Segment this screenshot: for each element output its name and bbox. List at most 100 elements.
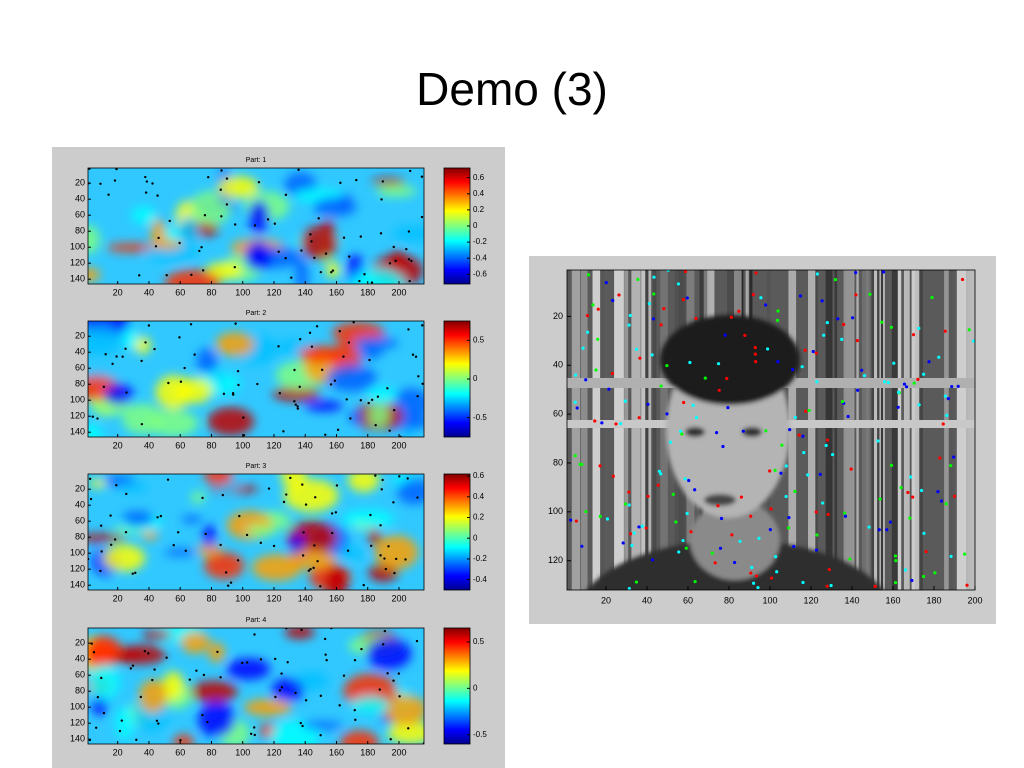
blob (392, 225, 424, 242)
keypoint (154, 245, 158, 248)
feature-point (644, 526, 648, 530)
keypoint (102, 385, 106, 389)
feature-point (883, 380, 887, 384)
keypoint (421, 382, 424, 385)
keypoint (104, 353, 107, 356)
feature-point (855, 338, 859, 343)
keypoint (285, 493, 288, 496)
feature-point (922, 372, 926, 376)
keypoint (392, 679, 395, 682)
keypoint (417, 375, 420, 378)
keypoint (411, 353, 415, 356)
feature-point (749, 571, 753, 575)
feature-point (751, 293, 755, 297)
feature-point (623, 399, 627, 403)
feature-point (892, 361, 896, 365)
x-tick-label: 60 (175, 747, 185, 757)
colorbar-tick-label: -0.6 (473, 269, 487, 278)
keypoint (319, 585, 322, 588)
colorbar-tick-label: 0.5 (473, 335, 485, 344)
keypoint (144, 175, 147, 179)
colorbar-tick-label: -0.5 (473, 730, 487, 739)
blob (357, 347, 384, 359)
x-tick-label: 20 (113, 287, 123, 297)
keypoint (145, 180, 149, 183)
keypoint (302, 531, 305, 534)
blob (92, 694, 108, 716)
keypoint (159, 514, 163, 518)
blob (252, 554, 302, 582)
feature-point (621, 541, 625, 545)
feature-point (585, 330, 590, 334)
feature-point (815, 533, 819, 537)
feature-point (846, 414, 850, 419)
bookshelf-stripe (614, 270, 624, 590)
feature-point (849, 467, 853, 471)
feature-point (769, 576, 774, 580)
feature-point (917, 326, 921, 330)
keypoint (310, 240, 313, 243)
feature-point (825, 320, 829, 325)
blob (226, 658, 271, 680)
blob (164, 548, 197, 557)
keypoint (308, 331, 312, 335)
feature-point (665, 363, 669, 368)
feature-point (671, 492, 675, 496)
feature-point (848, 557, 852, 561)
blob (202, 524, 216, 549)
blob (164, 269, 221, 284)
x-tick-label: 120 (266, 287, 281, 297)
keypoint (380, 198, 383, 201)
y-tick-label: 60 (75, 670, 85, 680)
x-tick-label: 40 (642, 595, 652, 605)
y-tick-label: 40 (75, 500, 85, 510)
panel-title: Part: 2 (246, 310, 267, 317)
feature-point (943, 394, 947, 398)
keypoint (107, 193, 110, 196)
feature-point (885, 528, 889, 532)
keypoint (381, 180, 384, 183)
feature-point (623, 502, 628, 506)
keypoint (386, 387, 389, 390)
keypoint (118, 729, 122, 733)
keypoint (379, 554, 382, 557)
plot-frame (87, 320, 425, 438)
y-tick-label: 100 (70, 395, 85, 405)
x-tick-label: 120 (266, 593, 281, 603)
keypoint (392, 245, 395, 249)
feature-point (949, 463, 953, 468)
feature-point (753, 352, 757, 356)
y-tick-label: 40 (75, 347, 85, 357)
y-tick-label: 80 (75, 379, 85, 389)
blob (162, 671, 184, 701)
neck (690, 500, 780, 580)
bookshelf-stripe (641, 270, 646, 590)
keypoint (176, 531, 180, 534)
x-tick-label: 20 (113, 747, 123, 757)
blob (88, 533, 126, 543)
heatmap (88, 628, 424, 744)
keypoint (277, 250, 280, 253)
colorbar-tick-label: 0.6 (473, 471, 485, 480)
keypoint (379, 524, 382, 527)
bookshelf-stripe (944, 270, 949, 590)
keypoint (313, 256, 316, 260)
x-tick-label: 80 (206, 593, 216, 603)
blob (139, 679, 168, 713)
x-tick-label: 200 (391, 287, 406, 297)
feature-point (825, 584, 829, 588)
blob (123, 328, 138, 350)
feature-point (596, 337, 600, 341)
feature-point (881, 270, 886, 274)
blob (88, 326, 122, 356)
blob (133, 336, 151, 354)
blob (175, 377, 213, 404)
keypoint (99, 182, 102, 185)
feature-point (651, 317, 656, 321)
keypoint (166, 478, 170, 481)
feature-point (941, 422, 945, 426)
x-tick-label: 160 (329, 593, 344, 603)
keypoint (334, 511, 338, 514)
feature-point (688, 360, 692, 365)
keypoint (324, 433, 327, 436)
